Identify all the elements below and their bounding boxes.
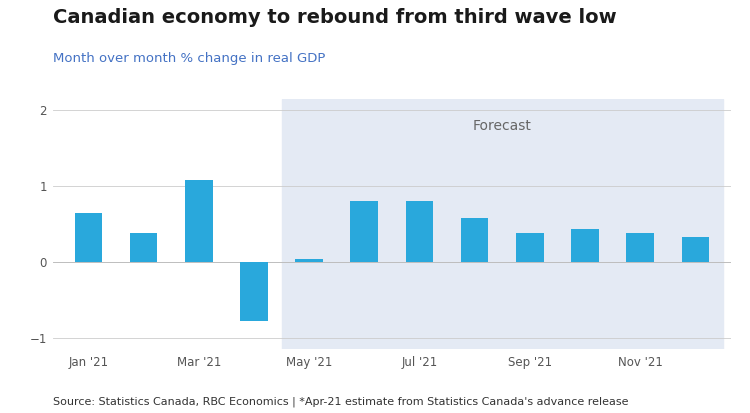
Bar	[626, 233, 654, 262]
Bar	[350, 201, 378, 262]
Bar	[682, 237, 710, 262]
Text: Forecast: Forecast	[472, 119, 532, 133]
Text: Source: Statistics Canada, RBC Economics | *Apr-21 estimate from Statistics Cana: Source: Statistics Canada, RBC Economics…	[53, 396, 628, 407]
Bar	[406, 201, 433, 262]
Bar	[74, 213, 102, 262]
Bar	[281, 99, 723, 349]
Bar	[572, 229, 598, 262]
Bar	[296, 259, 323, 262]
Text: Month over month % change in real GDP: Month over month % change in real GDP	[53, 52, 325, 64]
Bar	[240, 262, 268, 321]
Bar	[130, 233, 158, 262]
Text: Canadian economy to rebound from third wave low: Canadian economy to rebound from third w…	[53, 8, 616, 27]
Bar	[516, 233, 544, 262]
Bar	[460, 218, 488, 262]
Bar	[185, 180, 212, 262]
